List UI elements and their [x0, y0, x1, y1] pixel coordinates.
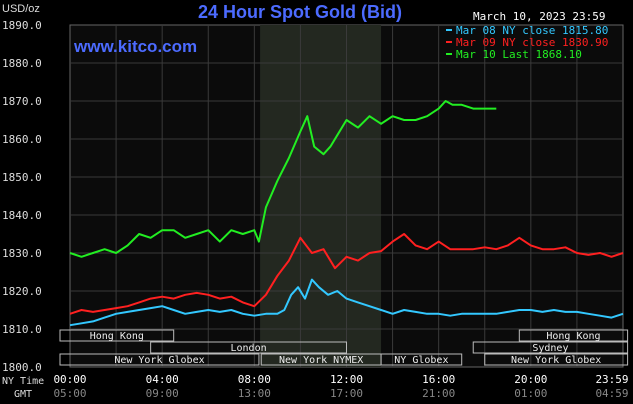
- x-tick-ny: 00:00: [53, 373, 86, 386]
- x-tick-ny: 04:00: [146, 373, 179, 386]
- unit-label: USD/oz: [2, 3, 40, 15]
- session-bar: [150, 341, 347, 354]
- y-tick-label: 1890.0: [2, 19, 42, 32]
- session-label: New York Globex: [114, 355, 204, 366]
- session-bar: [484, 353, 629, 366]
- session-bar: [472, 341, 629, 354]
- session-label: New York Globex: [511, 355, 601, 366]
- x-tick-ny: 20:00: [514, 373, 547, 386]
- x-tick-gmt: 09:00: [146, 387, 179, 400]
- session-label: London: [231, 343, 267, 354]
- y-tick-label: 1800.0: [2, 361, 42, 374]
- x-row1-label: NY Time: [2, 376, 44, 387]
- y-axis: 1890.0 1880.0 1870.0 1860.0 1850.0 1840.0 1830…: [2, 19, 42, 374]
- chart-title: 24 Hour Spot Gold (Bid): [198, 2, 402, 22]
- x-tick-ny: 16:00: [422, 373, 455, 386]
- x-tick-gmt: 05:00: [53, 387, 86, 400]
- x-tick-ny: 08:00: [238, 373, 271, 386]
- y-tick-label: 1880.0: [2, 57, 42, 70]
- x-tick-gmt: 13:00: [238, 387, 271, 400]
- grid: [70, 25, 623, 367]
- x-axis: NY Time GMT 00:00 04:00 08:00 12:00 16:00 20:00…: [2, 373, 629, 400]
- watermark: www.kitco.com: [73, 37, 197, 56]
- session-label: Hong Kong: [546, 331, 600, 342]
- x-tick-gmt: 04:59: [595, 387, 628, 400]
- x-tick-ny: 23:59: [595, 373, 628, 386]
- y-tick-label: 1870.0: [2, 95, 42, 108]
- y-tick-label: 1810.0: [2, 323, 42, 336]
- date-label: March 10, 2023 23:59: [473, 10, 605, 23]
- x-tick-ny: 12:00: [330, 373, 363, 386]
- session-label: Sydney: [532, 343, 568, 354]
- y-tick-label: 1840.0: [2, 209, 42, 222]
- session-bar: [59, 329, 175, 342]
- session-label: New York NYMEX: [279, 355, 363, 366]
- nymex-session-highlight: [260, 25, 382, 367]
- x-tick-gmt: 01:00: [514, 387, 547, 400]
- legend-entry: Mar 09 NY close 1830.90: [456, 36, 608, 49]
- legend-entry: Mar 10 Last 1868.10: [456, 48, 582, 61]
- series-line-mar-10: [69, 100, 497, 258]
- y-tick-label: 1850.0: [2, 171, 42, 184]
- y-tick-label: 1860.0: [2, 133, 42, 146]
- price-series: [69, 100, 624, 327]
- series-line-mar-08: [69, 278, 624, 327]
- session-label: Hong Kong: [90, 331, 144, 342]
- y-tick-label: 1820.0: [2, 285, 42, 298]
- session-bar: [518, 329, 629, 342]
- session-bar: [59, 353, 260, 366]
- y-tick-label: 1830.0: [2, 247, 42, 260]
- legend-entry: Mar 08 NY close 1815.80: [456, 24, 608, 37]
- x-row2-label: GMT: [14, 389, 32, 400]
- series-line-mar-09: [69, 233, 624, 315]
- session-label: NY Globex: [394, 355, 448, 366]
- x-tick-gmt: 21:00: [422, 387, 455, 400]
- session-bar: [380, 353, 463, 366]
- x-tick-gmt: 17:00: [330, 387, 363, 400]
